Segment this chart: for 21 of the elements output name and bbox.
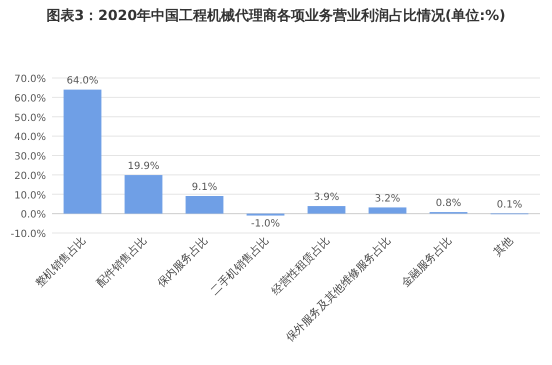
y-tick-label: 30.0%	[14, 152, 46, 162]
data-label: 3.9%	[314, 192, 340, 204]
y-tick-label: 20.0%	[14, 170, 46, 182]
data-label: 0.1%	[496, 199, 522, 210]
y-tick-label: 10.0%	[14, 190, 46, 202]
chart-title: 图表3：2020年中国工程机械代理商各项业务营业利润占比情况(单位:%)	[46, 7, 506, 24]
data-label: 0.8%	[436, 198, 462, 210]
y-tick-label: 0.0%	[20, 210, 46, 221]
y-tick-label: 60.0%	[14, 93, 46, 104]
x-tick-label: 金融服务占比	[398, 234, 455, 290]
data-label: 9.1%	[192, 182, 218, 193]
data-label: 19.9%	[128, 161, 160, 172]
y-tick-label: -10.0%	[10, 229, 46, 240]
data-label: 64.0%	[66, 76, 98, 87]
y-tick-label: 50.0%	[14, 112, 46, 124]
data-label: -1.0%	[250, 218, 280, 230]
y-tick-label: 70.0%	[14, 74, 46, 85]
x-tick-label: 其他	[490, 234, 516, 259]
x-tick-label: 配件销售占比	[94, 234, 150, 290]
y-tick-label: 40.0%	[14, 132, 46, 144]
data-label: 3.2%	[374, 193, 400, 204]
